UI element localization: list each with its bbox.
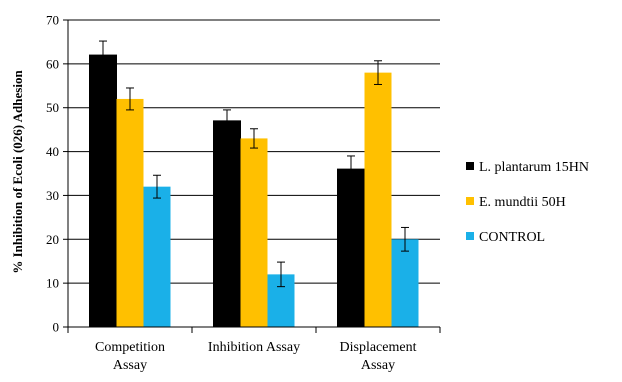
x-tick-label-line: Inhibition Assay (208, 340, 300, 355)
legend-swatch (466, 232, 474, 240)
bar (116, 98, 144, 327)
bar (240, 138, 268, 327)
legend-label: L. plantarum 15HN (479, 160, 589, 175)
x-tick-label-line: Assay (361, 358, 395, 373)
bar (213, 120, 241, 328)
bar (391, 239, 419, 327)
bar (337, 168, 365, 328)
legend-label: E. mundtii 50H (479, 195, 566, 210)
bar (143, 186, 171, 327)
y-tick-label: 0 (53, 320, 60, 335)
error-bars (99, 40, 409, 288)
y-tick-label: 40 (46, 144, 59, 159)
y-tick-label: 30 (46, 188, 59, 203)
x-tick-label: Displacement Assay (340, 340, 417, 373)
y-tick-label: 60 (46, 56, 59, 71)
y-tick-label: 70 (46, 13, 59, 28)
x-tick-label-line: Displacement (340, 340, 417, 355)
legend: L. plantarum 15HN E. mundtii 50H CONTROL (466, 160, 589, 245)
legend-swatch (466, 197, 474, 205)
bar (89, 54, 117, 328)
y-tick-label: 50 (46, 100, 59, 115)
legend-label: CONTROL (479, 230, 545, 245)
legend-swatch (466, 162, 474, 170)
y-tick-label: 10 (46, 276, 59, 291)
bar (364, 72, 392, 327)
axes: 0 10 20 30 40 50 60 70 Competition Assay Inhibitio… (46, 13, 441, 373)
x-tick-label: Competition Assay (95, 340, 165, 373)
x-tick-label-line: Assay (113, 358, 147, 373)
y-axis-title: % Inhibition of Ecoli (026) Adhesion (10, 70, 25, 274)
x-tick-label: Inhibition Assay (208, 340, 300, 355)
bars (89, 54, 419, 328)
y-tick-label: 20 (46, 232, 59, 247)
x-tick-label-line: Competition (95, 340, 165, 355)
